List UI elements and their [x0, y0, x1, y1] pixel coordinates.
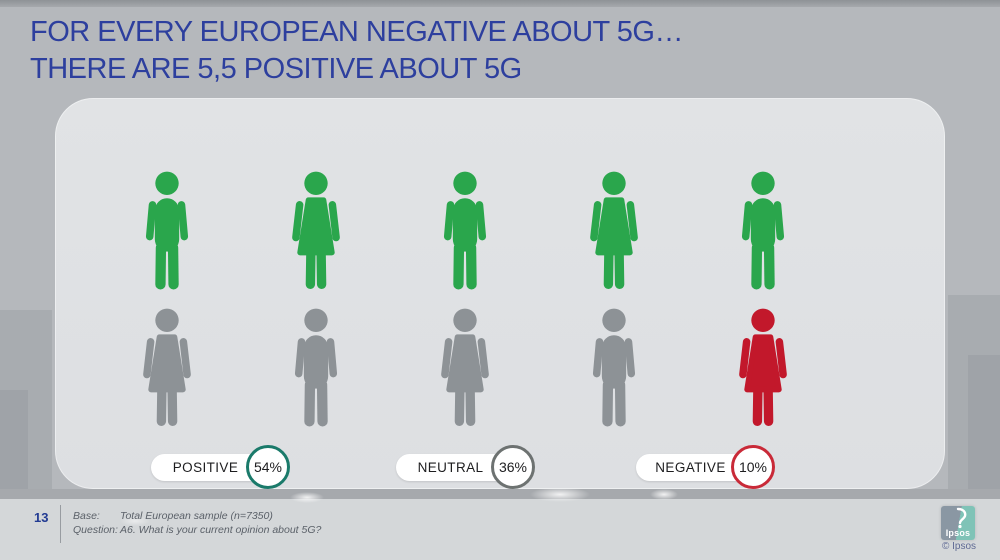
footer-divider	[60, 505, 61, 543]
background-glow	[120, 516, 150, 526]
person-icon-male-positive	[92, 169, 241, 293]
title-line-1: FOR EVERY EUROPEAN NEGATIVE ABOUT 5G…	[30, 16, 683, 48]
question-value: A6. What is your current opinion about 5…	[120, 524, 322, 536]
background-skyline	[948, 295, 1000, 489]
chart-panel: POSITIVE 54% NEUTRAL 36% NEGATIVE 10%	[55, 98, 945, 489]
background-band	[0, 489, 1000, 499]
background-glow	[290, 492, 324, 503]
title-line-2: THERE ARE 5,5 POSITIVE ABOUT 5G	[30, 53, 522, 85]
footer-background	[0, 499, 1000, 560]
person-icon-female-positive	[241, 169, 390, 293]
pictogram-row	[92, 169, 837, 293]
person-icon-male-neutral	[539, 306, 688, 430]
legend-label-neutral: NEUTRAL	[417, 460, 484, 475]
background-skyline	[0, 390, 28, 489]
background-glow	[530, 487, 590, 502]
background-skyline	[968, 355, 1000, 489]
legend-item-negative: NEGATIVE 10%	[636, 445, 818, 490]
legend-value-neutral: 36%	[498, 459, 528, 475]
legend-value-positive: 54%	[253, 459, 283, 475]
legend-label-positive: POSITIVE	[172, 460, 239, 475]
ipsos-logo: Ipsos	[941, 506, 975, 540]
background-skyline	[0, 310, 52, 489]
legend-item-positive: POSITIVE 54%	[151, 445, 333, 490]
person-icon-female-positive	[539, 169, 688, 293]
ipsos-logo-face-icon	[956, 507, 967, 529]
base-value: Total European sample (n=7350)	[120, 510, 273, 522]
pictogram-row	[92, 306, 837, 430]
footer-notes: Base: Total European sample (n=7350) Que…	[73, 509, 321, 537]
legend-ring-positive: 54%	[246, 445, 290, 489]
slide-title: FOR EVERY EUROPEAN NEGATIVE ABOUT 5G… THE…	[30, 14, 683, 88]
page-number: 13	[34, 510, 49, 525]
person-icon-male-positive	[390, 169, 539, 293]
person-icon-female-neutral	[92, 306, 241, 430]
legend-ring-neutral: 36%	[491, 445, 535, 489]
person-icon-female-negative	[688, 306, 837, 430]
person-icon-female-neutral	[390, 306, 539, 430]
legend-label-negative: NEGATIVE	[655, 460, 726, 475]
question-label: Question:	[73, 524, 118, 536]
top-strip	[0, 0, 1000, 7]
legend-ring-negative: 10%	[731, 445, 775, 489]
person-icon-male-positive	[688, 169, 837, 293]
pictogram-grid	[92, 169, 837, 430]
base-label: Base:	[73, 510, 100, 522]
legend-value-negative: 10%	[738, 459, 768, 475]
background-glow	[650, 489, 678, 500]
legend-item-neutral: NEUTRAL 36%	[396, 445, 578, 490]
copyright-text: © Ipsos	[941, 541, 977, 552]
person-icon-male-neutral	[241, 306, 390, 430]
ipsos-logo-text: Ipsos	[945, 528, 971, 538]
